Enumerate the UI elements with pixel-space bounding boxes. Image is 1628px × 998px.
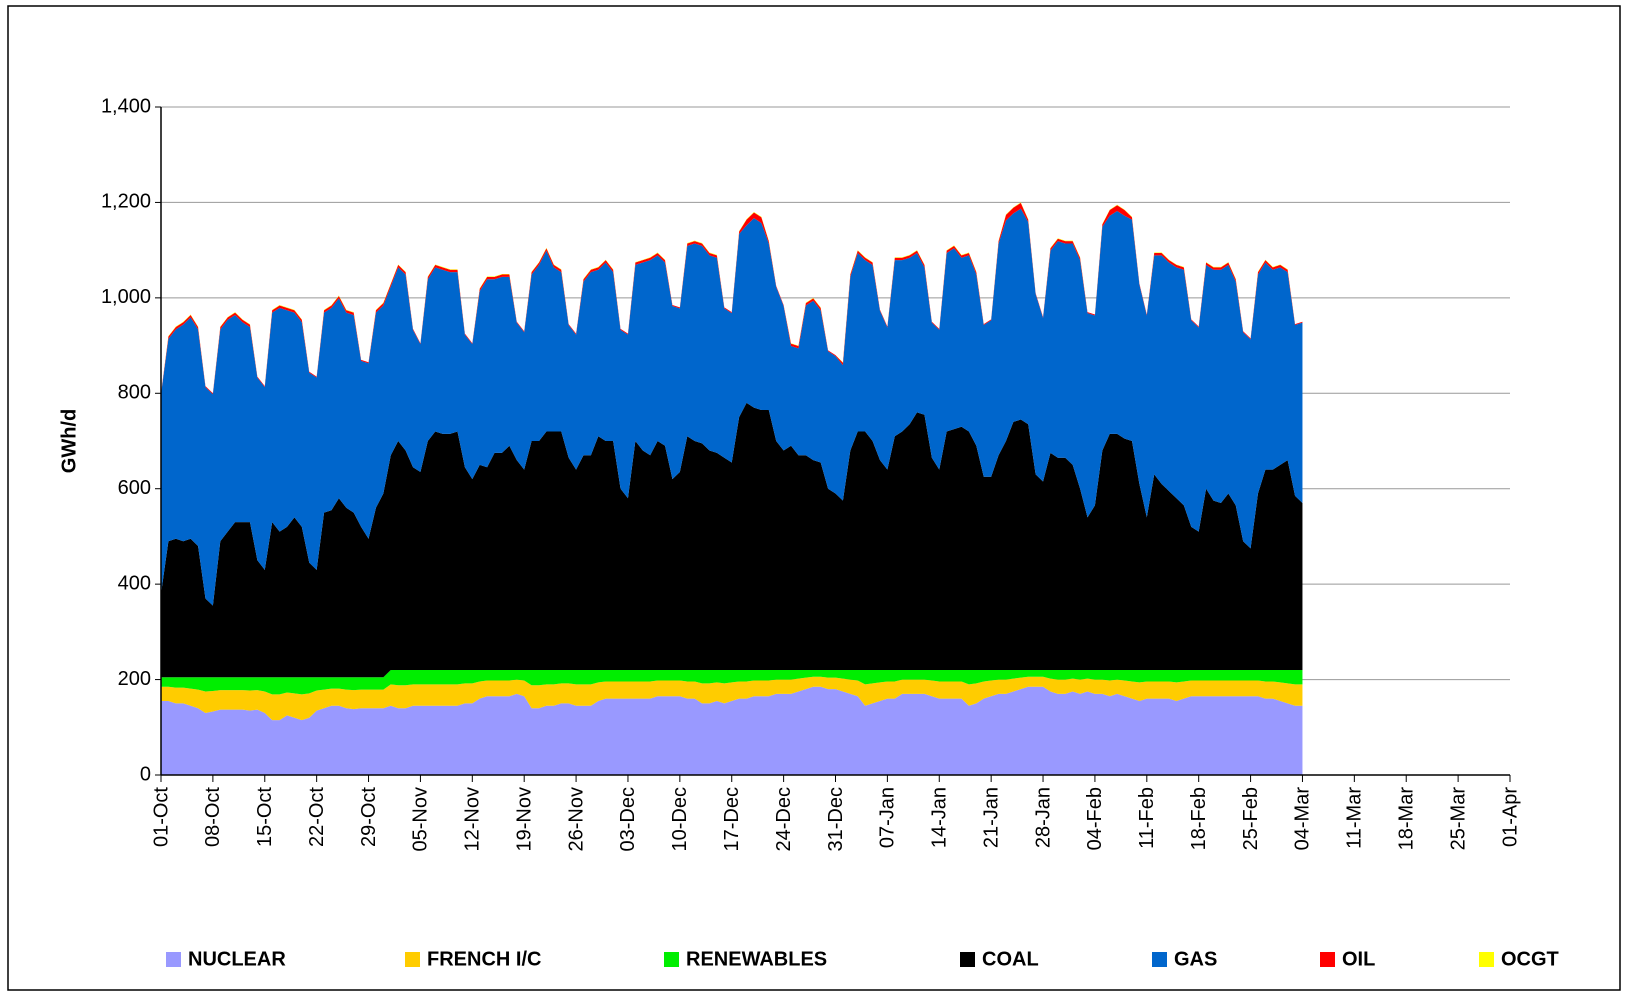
area: [161, 402, 1303, 678]
x-tick-label: 19-Nov: [513, 787, 535, 851]
legend-item: OCGT: [1479, 948, 1559, 970]
x-tick-label: 25-Feb: [1240, 787, 1262, 850]
y-tick-label: 1,400: [101, 95, 151, 117]
x-tick-label: 01-Oct: [150, 787, 172, 847]
legend-label: FRENCH I/C: [427, 948, 541, 970]
x-tick-label: 17-Dec: [721, 787, 743, 851]
x-tick-label: 21-Jan: [980, 787, 1002, 848]
y-axis-label: GWh/d: [58, 409, 80, 473]
y-tick-label: 400: [118, 572, 151, 594]
x-tick-label: 25-Mar: [1447, 787, 1469, 851]
y-tick-label: 1,000: [101, 286, 151, 308]
legend-label: COAL: [982, 948, 1039, 970]
x-tick-label: 31-Dec: [825, 787, 847, 851]
x-tick-label: 26-Nov: [565, 787, 587, 851]
legend-swatch: [1152, 952, 1167, 967]
x-tick-label: 15-Oct: [254, 787, 276, 847]
legend-swatch: [1479, 952, 1494, 967]
legend-item: GAS: [1152, 948, 1217, 970]
y-tick-label: 0: [140, 763, 151, 785]
legend-label: RENEWABLES: [686, 948, 827, 970]
legend-item: COAL: [960, 948, 1039, 970]
area: [161, 670, 1303, 695]
area: [161, 208, 1303, 606]
legend-swatch: [960, 952, 975, 967]
legend-item: FRENCH I/C: [405, 948, 541, 970]
y-tick-label: 800: [118, 382, 151, 404]
x-tick-label: 04-Mar: [1292, 787, 1314, 851]
legend-item: OIL: [1320, 948, 1375, 970]
x-tick-label: 22-Oct: [306, 787, 328, 847]
x-tick-label: 14-Jan: [929, 787, 951, 848]
area: [161, 686, 1303, 775]
legend-swatch: [1320, 952, 1335, 967]
legend-swatch: [664, 952, 679, 967]
x-tick-label: 28-Jan: [1032, 787, 1054, 848]
legend-label: OCGT: [1501, 948, 1559, 970]
x-tick-label: 01-Apr: [1499, 787, 1521, 847]
y-tick-label: 1,200: [101, 191, 151, 213]
legend-item: RENEWABLES: [664, 948, 827, 970]
x-tick-label: 10-Dec: [669, 787, 691, 851]
x-tick-label: 07-Jan: [877, 787, 899, 848]
x-tick-label: 24-Dec: [773, 787, 795, 851]
legend-label: OIL: [1342, 948, 1375, 970]
x-tick-label: 11-Feb: [1136, 787, 1158, 849]
x-tick-label: 18-Feb: [1188, 787, 1210, 850]
x-tick-label: 04-Feb: [1084, 787, 1106, 850]
x-tick-label: 08-Oct: [202, 787, 224, 847]
legend-label: NUCLEAR: [188, 948, 286, 970]
x-tick-label: 05-Nov: [410, 787, 432, 851]
x-tick-label: 12-Nov: [462, 787, 484, 851]
legend-swatch: [405, 952, 420, 967]
x-tick-label: 29-Oct: [358, 787, 380, 847]
x-tick-label: 11-Mar: [1344, 787, 1366, 849]
area: [161, 676, 1303, 721]
x-tick-label: 03-Dec: [617, 787, 639, 851]
y-tick-label: 200: [118, 668, 151, 690]
legend-label: GAS: [1174, 948, 1217, 970]
legend-item: NUCLEAR: [166, 948, 286, 970]
x-tick-label: 18-Mar: [1396, 787, 1418, 851]
legend-swatch: [166, 952, 181, 967]
y-tick-label: 600: [118, 477, 151, 499]
